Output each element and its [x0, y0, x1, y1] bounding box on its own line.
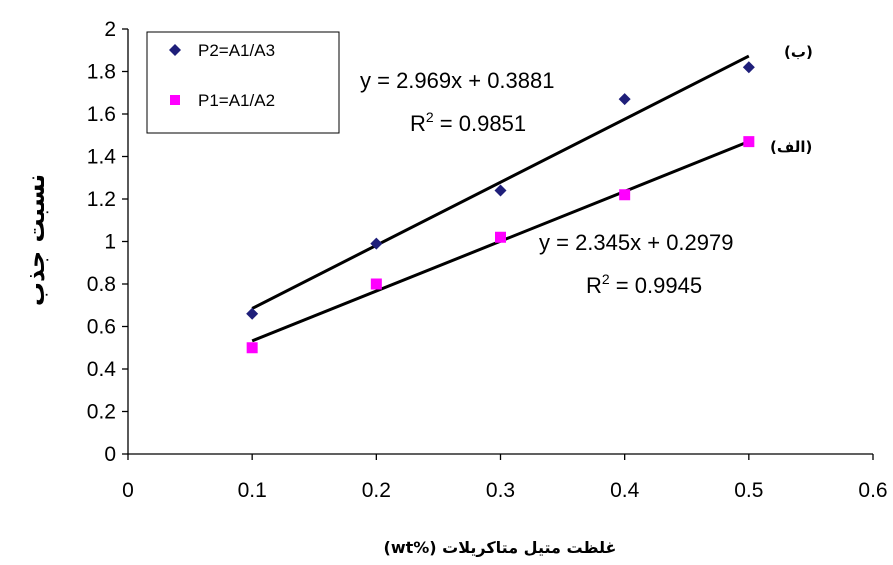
x-axis-title: غلظت متیل متاکریلات (%wt) — [384, 538, 617, 557]
y-tick-label: 1.4 — [87, 146, 117, 169]
y-tick-label: 1.2 — [87, 188, 116, 211]
data-point-p2 — [370, 237, 383, 250]
data-point-p2 — [742, 61, 755, 74]
x-tick-label: 0 — [122, 479, 134, 502]
data-point-p1 — [370, 278, 382, 290]
data-point-p1 — [743, 136, 755, 148]
data-point-p2 — [246, 307, 259, 320]
data-point-p1 — [495, 231, 506, 243]
y-tick-label: 1.6 — [87, 103, 116, 126]
line-tag-p1: (الف) — [770, 138, 812, 156]
trendline-p2 — [251, 54, 750, 310]
axes: 0 0.2 0.4 0.6 0.8 1 1.2 1.4 1.6 1.8 2 0 0.1 0.2 0.3 0.4… — [87, 18, 888, 502]
r-squared-p1: R2 = 0.9945 — [586, 271, 702, 298]
x-tick-label: 0.6 — [858, 479, 887, 502]
y-tick-label: 2 — [104, 18, 116, 41]
x-tick-label: 0.1 — [238, 479, 267, 502]
y-tick-label: 0.6 — [87, 316, 116, 339]
data-point-p2 — [494, 184, 507, 197]
data-points — [246, 61, 755, 354]
y-tick-label: 0.8 — [87, 273, 116, 296]
equation-p1: y = 2.345x + 0.2979 — [539, 230, 734, 255]
y-tick-label: 0.2 — [87, 401, 116, 424]
y-tick-label: 0.4 — [87, 358, 117, 381]
x-tick-label: 0.4 — [610, 479, 640, 502]
legend-label-p2: P2=A1/A3 — [198, 41, 275, 60]
data-point-p1 — [619, 189, 631, 201]
legend-marker-p2 — [169, 44, 181, 56]
legend-label-p1: P1=A1/A2 — [198, 91, 275, 110]
equation-p2: y = 2.969x + 0.3881 — [360, 68, 555, 93]
y-tick-label: 1 — [104, 231, 116, 254]
x-tick-label: 0.3 — [486, 479, 515, 502]
line-tag-p2: (ب) — [784, 43, 813, 61]
y-tick-label: 0 — [104, 443, 116, 466]
x-tick-label: 0.5 — [734, 479, 763, 502]
data-point-p2 — [618, 93, 631, 106]
y-tick-label: 1.8 — [87, 61, 116, 84]
r-squared-p2: R2 = 0.9851 — [410, 109, 526, 136]
x-tick-label: 0.2 — [362, 479, 391, 502]
legend: P2=A1/A3 P1=A1/A2 — [146, 31, 340, 134]
y-axis-title: نسبت جذب — [22, 174, 50, 306]
legend-marker-p1 — [170, 95, 180, 105]
data-point-p1 — [246, 342, 258, 354]
